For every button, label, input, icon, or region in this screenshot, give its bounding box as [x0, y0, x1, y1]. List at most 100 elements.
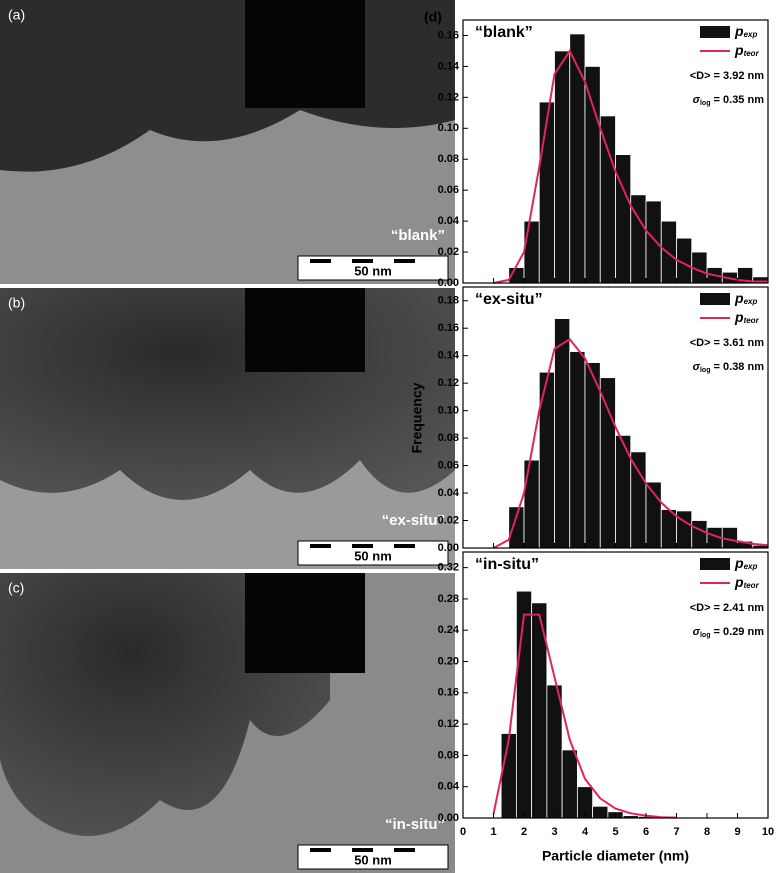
y-tick-label: 0.06: [438, 184, 459, 196]
legend-label: pexp: [734, 555, 757, 571]
bar: [721, 526, 738, 549]
legend-sub: teor: [744, 581, 760, 590]
y-tick-label: 0.10: [438, 122, 459, 134]
y-tick-label: 0.04: [438, 215, 460, 227]
bar: [584, 66, 601, 284]
scale-label: 50 nm: [354, 548, 392, 563]
image-label: (c): [8, 580, 24, 596]
annotation: <D> = 2.41 nm: [690, 602, 765, 614]
legend-label: pteor: [734, 42, 760, 58]
annotation-rest: = 0.29 nm: [710, 626, 764, 638]
legend-name: p: [734, 290, 744, 306]
x-tick-label: 10: [762, 826, 774, 838]
annotation-main: <D> = 3.61 nm: [690, 337, 765, 349]
y-tick-label: 0.08: [438, 749, 459, 761]
bar: [554, 318, 571, 549]
annotation: <D> = 3.61 nm: [690, 337, 765, 349]
scale-label: 50 nm: [354, 852, 392, 867]
x-tick-label: 1: [490, 826, 496, 838]
y-tick-label: 0.02: [438, 246, 459, 258]
y-tick-label: 0.10: [438, 405, 459, 417]
legend-swatch: [700, 26, 730, 38]
inset-diffraction: [245, 288, 365, 372]
bar: [538, 101, 555, 284]
legend-sub: exp: [744, 297, 758, 306]
bar: [630, 451, 647, 549]
x-tick-label: 9: [734, 826, 740, 838]
y-tick-label: 0.00: [438, 542, 459, 554]
legend-name: p: [734, 23, 744, 39]
fit-line: [493, 337, 769, 549]
image-caption: “blank”: [391, 227, 445, 244]
x-tick-label: 0: [460, 826, 466, 838]
inset-diffraction: [245, 0, 365, 108]
legend-sub: teor: [744, 316, 760, 325]
y-tick-label: 0.06: [438, 459, 459, 471]
legend-name: p: [734, 555, 744, 571]
annotation-main: <D> = 3.92 nm: [690, 70, 765, 82]
legend-swatch: [700, 293, 730, 305]
y-tick-label: 0.08: [438, 432, 459, 444]
y-axis-label: Frequency: [409, 382, 425, 453]
annotation-rest: = 0.35 nm: [710, 94, 764, 106]
bar: [676, 510, 693, 549]
inset-diffraction: [245, 573, 365, 673]
x-tick-label: 7: [673, 826, 679, 838]
annotation-main: σ: [693, 626, 701, 638]
image-caption: “ex-situ”: [382, 512, 445, 529]
legend-label: pteor: [734, 574, 760, 590]
y-tick-label: 0.00: [438, 277, 459, 289]
y-tick-label: 0.16: [438, 687, 459, 699]
bar: [569, 351, 586, 549]
legend-name: p: [734, 42, 744, 58]
annotation-main: σ: [693, 94, 701, 106]
y-tick-label: 0.12: [438, 377, 459, 389]
bar: [546, 684, 563, 819]
legend-sub: exp: [744, 30, 758, 39]
y-tick-label: 0.02: [438, 514, 459, 526]
y-tick-label: 0.00: [438, 812, 459, 824]
annotation: σlog = 0.35 nm: [693, 94, 765, 107]
y-tick-label: 0.20: [438, 655, 459, 667]
y-tick-label: 0.08: [438, 153, 459, 165]
x-tick-label: 5: [612, 826, 618, 838]
bar: [561, 749, 578, 819]
y-tick-label: 0.14: [438, 60, 460, 72]
legend-name: p: [734, 574, 744, 590]
y-tick-label: 0.28: [438, 593, 459, 605]
annotation: <D> = 3.92 nm: [690, 70, 765, 82]
legend-label: pexp: [734, 290, 757, 306]
bar: [523, 220, 540, 284]
annotation: σlog = 0.29 nm: [693, 626, 765, 639]
y-tick-label: 0.16: [438, 29, 459, 41]
image-label: (b): [8, 295, 25, 311]
y-tick-label: 0.04: [438, 781, 460, 793]
legend-sub: exp: [744, 562, 758, 571]
bar: [599, 115, 616, 284]
bar: [523, 459, 540, 549]
bar: [569, 33, 586, 284]
bar: [584, 362, 601, 549]
bar: [515, 590, 533, 819]
y-tick-label: 0.04: [438, 487, 460, 499]
x-tick-label: 4: [582, 826, 589, 838]
chart-title: “blank”: [475, 24, 533, 41]
bar: [645, 200, 662, 284]
chart-title: “in-situ”: [475, 556, 539, 573]
bar: [500, 733, 517, 819]
annotation: σlog = 0.38 nm: [693, 361, 765, 374]
y-tick-label: 0.18: [438, 295, 459, 307]
chart-title: “ex-situ”: [475, 291, 543, 308]
annotation-main: σ: [693, 361, 701, 373]
legend-name: p: [734, 309, 744, 325]
bar: [691, 520, 708, 549]
y-tick-label: 0.14: [438, 350, 460, 362]
annotation-rest: = 0.38 nm: [710, 361, 764, 373]
bar: [554, 50, 571, 284]
image-label: (a): [8, 7, 25, 23]
y-tick-label: 0.16: [438, 322, 459, 334]
x-axis-label: Particle diameter (nm): [542, 848, 689, 864]
x-tick-label: 3: [551, 826, 557, 838]
y-tick-label: 0.12: [438, 91, 459, 103]
